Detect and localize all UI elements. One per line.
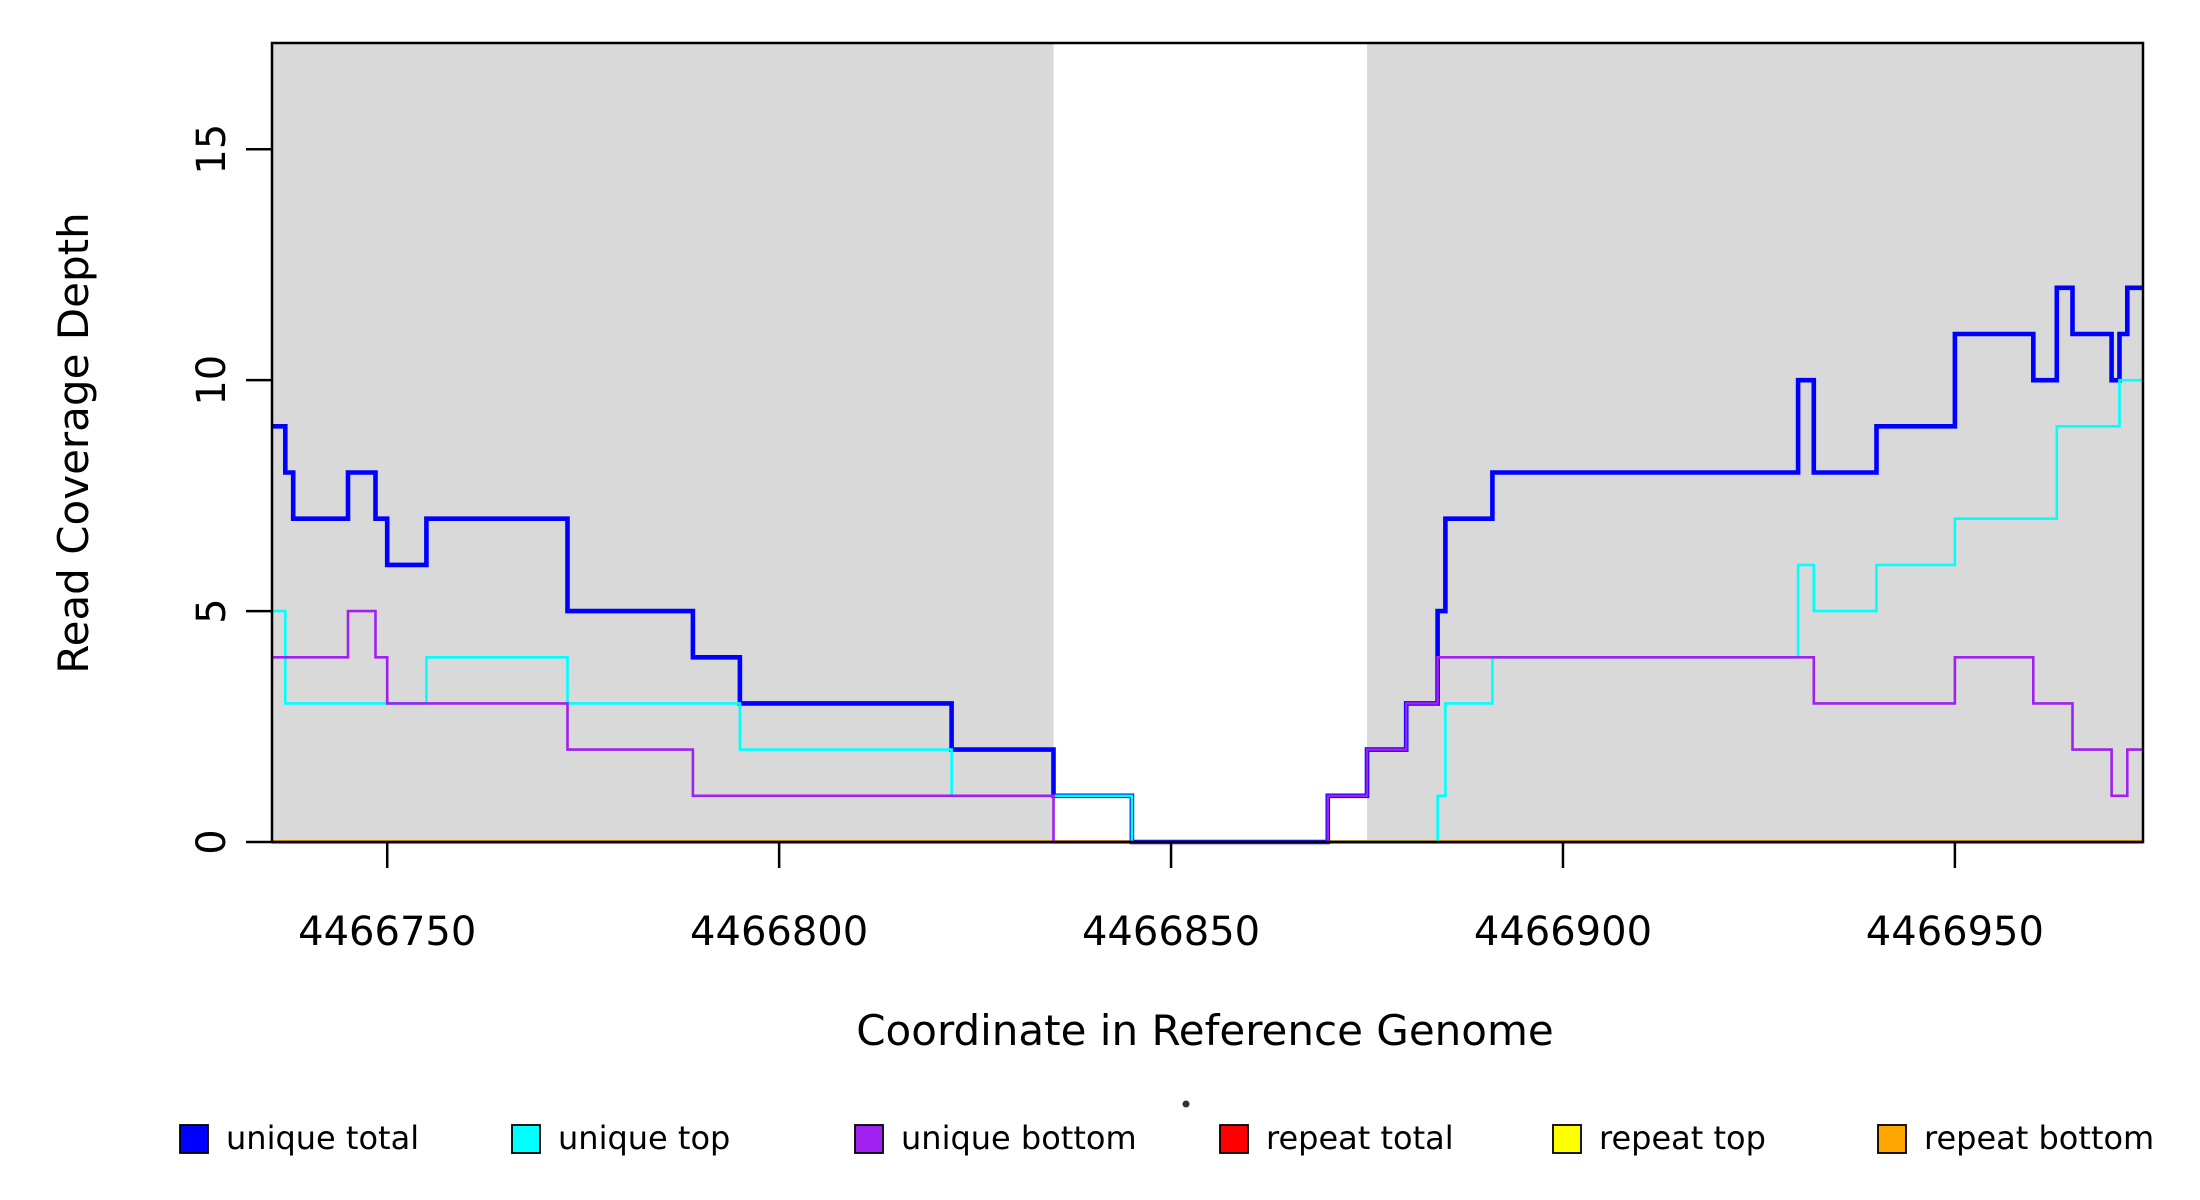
shaded-regions <box>272 43 2143 842</box>
plot-border <box>270 41 2145 844</box>
legend-item: unique top <box>511 1119 730 1157</box>
legend-item: repeat top <box>1552 1119 1766 1157</box>
x-tick-label: 4466900 <box>1474 909 1652 955</box>
y-tick-label: 15 <box>189 124 235 175</box>
x-axis-ticks: 4466750 4466800 4466850 4466900 4466950 <box>298 842 2044 955</box>
x-tick-label: 4466950 <box>1866 909 2044 955</box>
legend-swatch <box>854 1124 884 1154</box>
y-tick-label: 10 <box>189 355 235 406</box>
legend-item: unique bottom <box>854 1119 1137 1157</box>
legend-swatch <box>511 1124 541 1154</box>
legend-label: repeat top <box>1599 1119 1766 1157</box>
legend-item: repeat bottom <box>1877 1119 2154 1157</box>
legend-label: unique total <box>226 1119 419 1157</box>
series-unique-top <box>272 378 2143 844</box>
y-axis-ticks: 0 5 10 15 <box>189 124 272 855</box>
legend-label: unique top <box>558 1119 730 1157</box>
shaded-band <box>272 43 1054 842</box>
legend-swatch <box>1219 1124 1249 1154</box>
legend-swatch <box>1552 1124 1582 1154</box>
legend-label: repeat bottom <box>1924 1119 2154 1157</box>
legend-item: repeat total <box>1219 1119 1454 1157</box>
x-tick-label: 4466800 <box>690 909 868 955</box>
x-tick-label: 4466750 <box>298 909 476 955</box>
x-tick-label: 4466850 <box>1082 909 1260 955</box>
y-axis-title: Read Coverage Depth <box>49 212 98 673</box>
y-tick-label: 0 <box>189 829 235 854</box>
legend: unique total unique top unique bottom repea… <box>179 1119 2154 1157</box>
legend-label: repeat total <box>1266 1119 1454 1157</box>
legend-item: unique total <box>179 1119 419 1157</box>
shaded-band <box>1367 43 2143 842</box>
legend-swatch <box>179 1124 209 1154</box>
y-tick-label: 5 <box>189 598 235 623</box>
series-unique-bottom <box>272 609 2143 844</box>
legend-label: unique bottom <box>901 1119 1137 1157</box>
legend-artifact-dot <box>1182 1100 1190 1108</box>
x-axis-title: Coordinate in Reference Genome <box>856 1006 1554 1055</box>
legend-swatch <box>1877 1124 1907 1154</box>
